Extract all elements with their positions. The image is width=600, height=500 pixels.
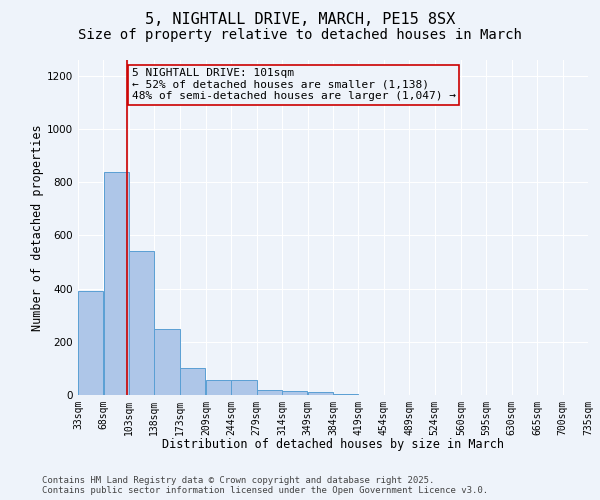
Bar (104, 172, 128, 395)
Text: Contains HM Land Registry data © Crown copyright and database right 2025.
Contai: Contains HM Land Registry data © Crown c… (42, 476, 488, 495)
Bar (129, 252, 154, 395)
Bar (232, 380, 257, 395)
X-axis label: Distribution of detached houses by size in March: Distribution of detached houses by size … (162, 438, 504, 451)
Bar (333, 394, 358, 395)
Bar (206, 380, 231, 395)
Bar (283, 392, 307, 395)
Y-axis label: Number of detached properties: Number of detached properties (31, 124, 44, 331)
Text: 5, NIGHTALL DRIVE, MARCH, PE15 8SX: 5, NIGHTALL DRIVE, MARCH, PE15 8SX (145, 12, 455, 28)
Bar (257, 390, 282, 395)
Bar (154, 329, 179, 395)
Bar (308, 392, 333, 395)
Bar (180, 368, 205, 395)
Bar (78, 292, 103, 395)
Text: Size of property relative to detached houses in March: Size of property relative to detached ho… (78, 28, 522, 42)
Text: 5 NIGHTALL DRIVE: 101sqm
← 52% of detached houses are smaller (1,138)
48% of sem: 5 NIGHTALL DRIVE: 101sqm ← 52% of detach… (132, 68, 456, 101)
